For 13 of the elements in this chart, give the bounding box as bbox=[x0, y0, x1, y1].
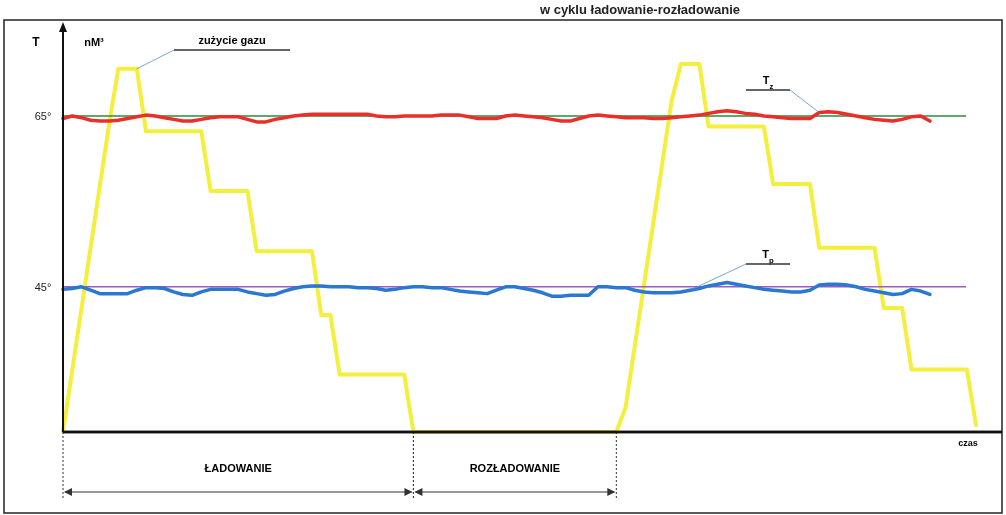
text: ROZŁADOWANIE bbox=[469, 462, 561, 474]
line-series bbox=[61, 109, 932, 124]
y-tick-label: 45° bbox=[34, 280, 52, 293]
y-axis-title: T bbox=[32, 35, 41, 49]
x-axis-title: czas bbox=[958, 438, 978, 448]
chart-title: w cyklu ładowanie-rozładowanie bbox=[538, 2, 741, 17]
line-series bbox=[61, 280, 932, 298]
y-axis-title: nM³ bbox=[84, 36, 105, 48]
text: T$_{z}$ bbox=[762, 74, 774, 91]
text: zużycie gazu bbox=[198, 34, 266, 46]
text: ŁADOWANIE bbox=[204, 462, 272, 474]
text: T$_{p}$ bbox=[762, 248, 775, 265]
y-tick-label: 65° bbox=[34, 109, 52, 122]
